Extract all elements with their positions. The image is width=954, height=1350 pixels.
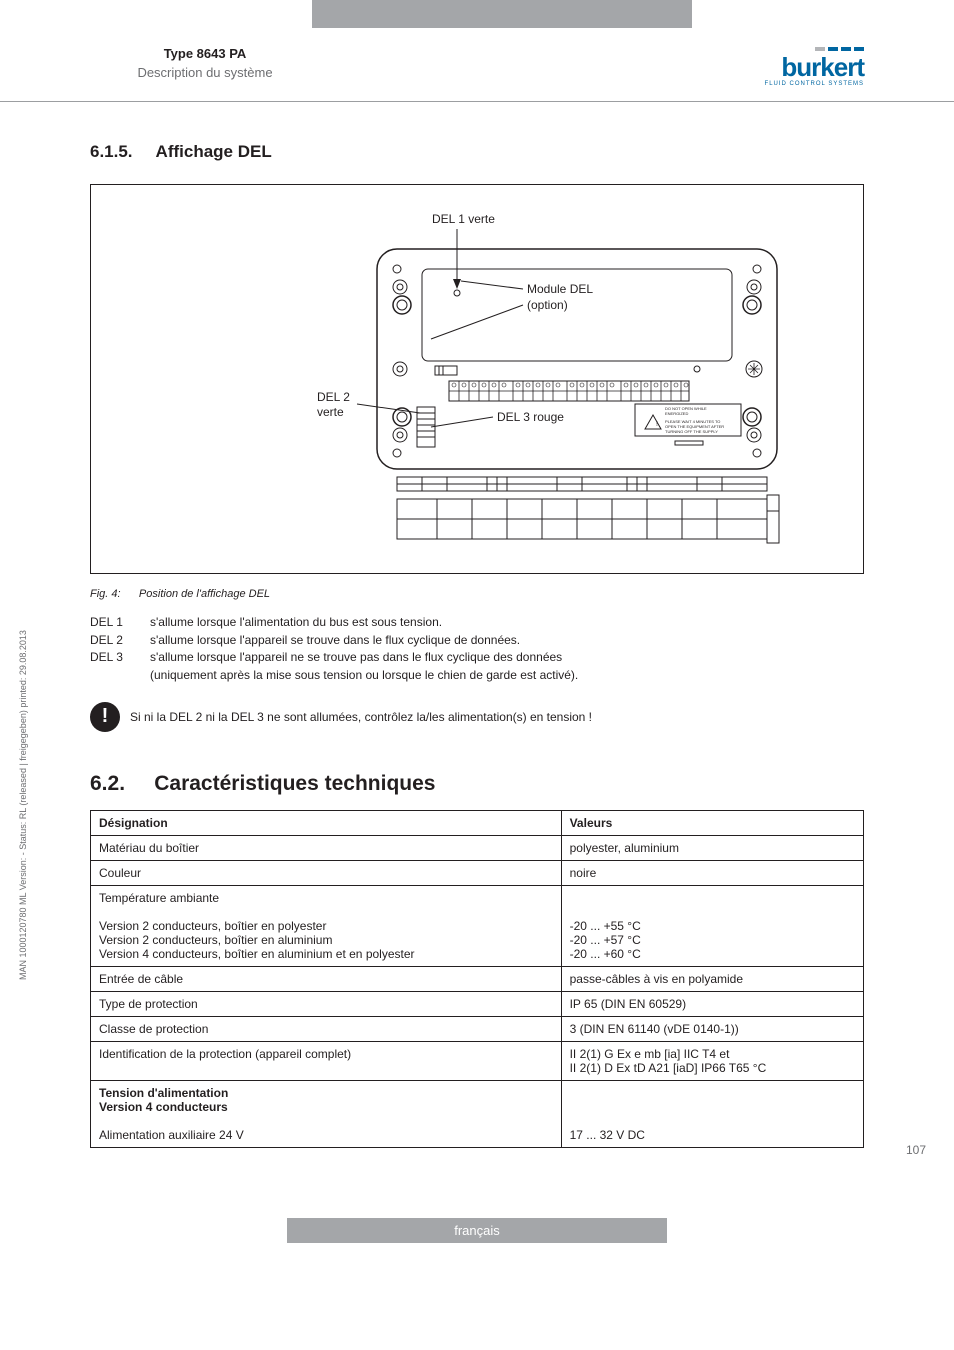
logo-stripes bbox=[815, 47, 864, 51]
spec-cell-value: IP 65 (DIN EN 60529) bbox=[561, 991, 863, 1016]
del-3-text: s'allume lorsque l'appareil ne se trouve… bbox=[150, 649, 578, 684]
logo-subtext: FLUID CONTROL SYSTEMS bbox=[765, 81, 864, 87]
fig-label-module2: (option) bbox=[527, 298, 568, 312]
del-3-text-b: (uniquement après la mise sous tension o… bbox=[150, 668, 578, 682]
section-615-title: Affichage DEL bbox=[156, 142, 272, 161]
spec-cell-value: noire bbox=[561, 860, 863, 885]
section-62-heading: 6.2. Caractéristiques techniques bbox=[90, 772, 864, 796]
section-615-heading: 6.1.5. Affichage DEL bbox=[90, 142, 864, 162]
table-row: Type de protectionIP 65 (DIN EN 60529) bbox=[91, 991, 864, 1016]
section-615-number: 6.1.5. bbox=[90, 142, 133, 161]
section-62-number: 6.2. bbox=[90, 772, 125, 795]
sidebar-meta: MAN 1000120780 ML Version: - Status: RL … bbox=[18, 630, 28, 980]
note-text: Si ni la DEL 2 ni la DEL 3 ne sont allum… bbox=[130, 710, 592, 724]
top-gray-block bbox=[312, 0, 692, 28]
stripe-4 bbox=[854, 47, 864, 51]
spec-cell-designation: Identification de la protection (apparei… bbox=[91, 1041, 562, 1080]
fig-label-del2a: DEL 2 bbox=[317, 390, 350, 404]
stripe-3 bbox=[841, 47, 851, 51]
fig-caption-prefix: Fig. 4: bbox=[90, 588, 121, 600]
figure-4-svg: DEL 1 verte Module DEL (option) bbox=[227, 209, 787, 559]
table-row: Entrée de câblepasse-câbles à vis en pol… bbox=[91, 966, 864, 991]
del-row-1: DEL 1 s'allume lorsque l'alimentation du… bbox=[90, 614, 864, 631]
del-2-label: DEL 2 bbox=[90, 632, 150, 649]
spec-header-row: Désignation Valeurs bbox=[91, 810, 864, 835]
footer-language: français bbox=[287, 1218, 667, 1243]
spec-cell-designation: Type de protection bbox=[91, 991, 562, 1016]
warn-line5: TURNING OFF THE SUPPLY bbox=[665, 429, 718, 434]
table-row: Classe de protection3 (DIN EN 61140 (vDE… bbox=[91, 1016, 864, 1041]
page-content: 6.1.5. Affichage DEL DEL 1 verte bbox=[0, 102, 954, 1178]
spec-cell-designation: Température ambiante Version 2 conducteu… bbox=[91, 885, 562, 966]
fig-label-del2b: verte bbox=[317, 405, 344, 419]
spec-col-values: Valeurs bbox=[561, 810, 863, 835]
spec-cell-value: -20 ... +55 °C -20 ... +57 °C -20 ... +6… bbox=[561, 885, 863, 966]
desc-line: Description du système bbox=[90, 65, 320, 80]
fig-label-module: Module DEL bbox=[527, 282, 593, 296]
table-row: Identification de la protection (apparei… bbox=[91, 1041, 864, 1080]
alert-icon: ! bbox=[90, 702, 120, 732]
del-row-2: DEL 2 s'allume lorsque l'appareil se tro… bbox=[90, 632, 864, 649]
table-row: Matériau du boîtierpolyester, aluminium bbox=[91, 835, 864, 860]
del-2-text: s'allume lorsque l'appareil se trouve da… bbox=[150, 632, 520, 649]
spec-col-designation: Désignation bbox=[91, 810, 562, 835]
note-row: ! Si ni la DEL 2 ni la DEL 3 ne sont all… bbox=[90, 702, 864, 732]
table-row: Température ambiante Version 2 conducteu… bbox=[91, 885, 864, 966]
figure-4-box: DEL 1 verte Module DEL (option) bbox=[90, 184, 864, 574]
del-row-3: DEL 3 s'allume lorsque l'appareil ne se … bbox=[90, 649, 864, 684]
spec-cell-designation: Entrée de câble bbox=[91, 966, 562, 991]
type-line: Type 8643 PA bbox=[90, 46, 320, 61]
del-definitions: DEL 1 s'allume lorsque l'alimentation du… bbox=[90, 614, 864, 684]
spec-cell-value: 3 (DIN EN 61140 (vDE 0140-1)) bbox=[561, 1016, 863, 1041]
header-left: Type 8643 PA Description du système bbox=[90, 46, 320, 80]
del-3-text-a: s'allume lorsque l'appareil ne se trouve… bbox=[150, 650, 562, 664]
spec-cell-designation: Classe de protection bbox=[91, 1016, 562, 1041]
del-1-label: DEL 1 bbox=[90, 614, 150, 631]
spec-tbody: Matériau du boîtierpolyester, aluminiumC… bbox=[91, 835, 864, 1147]
spec-cell-designation: Tension d'alimentationVersion 4 conducte… bbox=[91, 1080, 562, 1147]
figure-4-caption: Fig. 4: Position de l'affichage DEL bbox=[90, 588, 864, 600]
spec-cell-designation: Matériau du boîtier bbox=[91, 835, 562, 860]
page-number: 107 bbox=[906, 1143, 926, 1157]
spec-cell-value: passe-câbles à vis en polyamide bbox=[561, 966, 863, 991]
spec-table: Désignation Valeurs Matériau du boîtierp… bbox=[90, 810, 864, 1148]
warn-line2: ENERGIZED bbox=[665, 411, 688, 416]
spec-cell-value: 17 ... 32 V DC bbox=[561, 1080, 863, 1147]
del-3-label: DEL 3 bbox=[90, 649, 150, 684]
fig-label-del1: DEL 1 verte bbox=[432, 212, 495, 226]
table-row: Tension d'alimentationVersion 4 conducte… bbox=[91, 1080, 864, 1147]
fig-caption-text: Position de l'affichage DEL bbox=[139, 588, 270, 600]
spec-cell-value: polyester, aluminium bbox=[561, 835, 863, 860]
stripe-2 bbox=[828, 47, 838, 51]
svg-text:!: ! bbox=[656, 421, 658, 428]
brand-logo: burkert FLUID CONTROL SYSTEMS bbox=[765, 38, 864, 87]
spec-cell-value: II 2(1) G Ex e mb [ia] IIC T4 et II 2(1)… bbox=[561, 1041, 863, 1080]
spec-cell-designation: Couleur bbox=[91, 860, 562, 885]
table-row: Couleurnoire bbox=[91, 860, 864, 885]
section-62-title: Caractéristiques techniques bbox=[154, 772, 435, 795]
logo-text: burkert bbox=[765, 56, 864, 79]
del-1-text: s'allume lorsque l'alimentation du bus e… bbox=[150, 614, 442, 631]
stripe-1 bbox=[815, 47, 825, 51]
fig-label-del3: DEL 3 rouge bbox=[497, 410, 564, 424]
